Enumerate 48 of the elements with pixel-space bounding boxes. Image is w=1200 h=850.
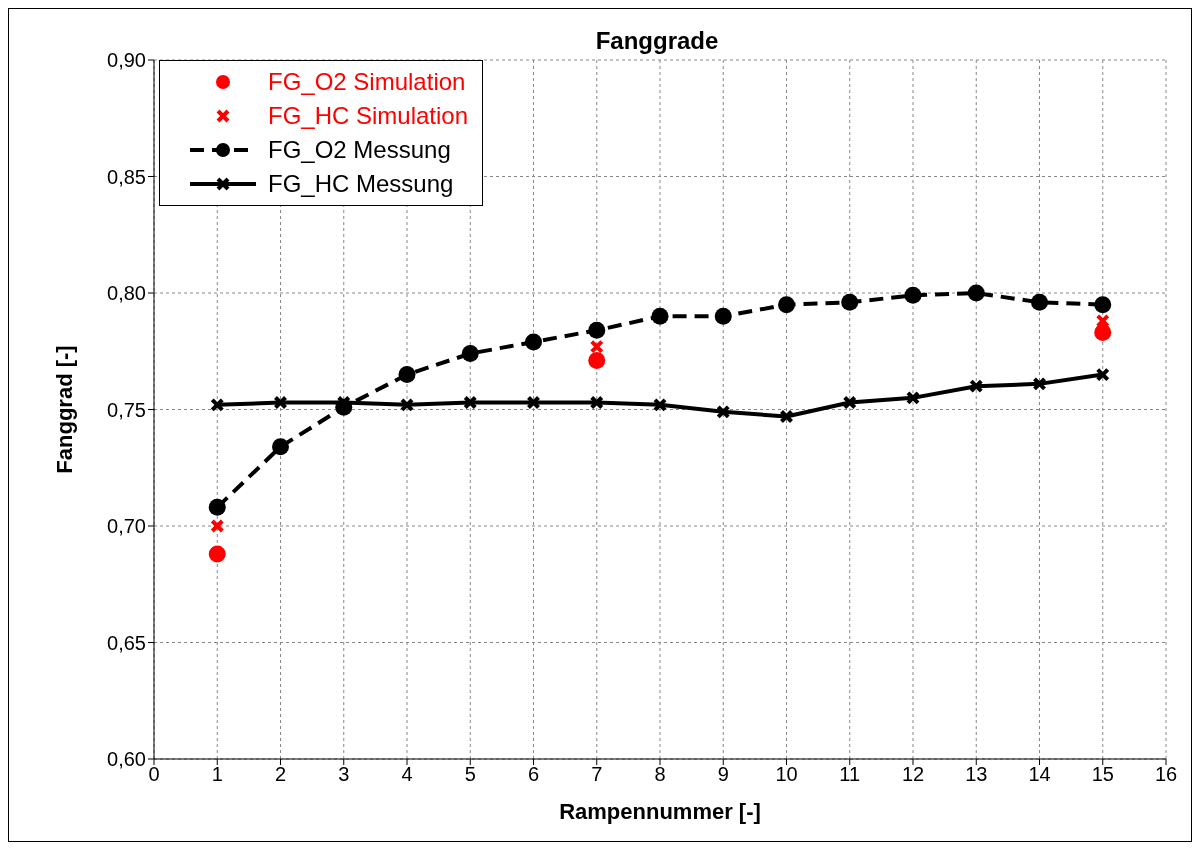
legend-label: FG_HC Messung: [268, 170, 454, 198]
legend-label: FG_O2 Simulation: [268, 68, 466, 96]
y-tick-label: 0,85: [107, 165, 146, 188]
x-tick-label: 6: [527, 763, 540, 786]
point: [778, 296, 795, 314]
point: [588, 321, 606, 339]
point: [1094, 296, 1112, 314]
x-tick-label: 15: [1091, 763, 1114, 786]
x-tick-label: 14: [1028, 763, 1051, 786]
x-tick-label: 13: [965, 763, 988, 786]
x-tick-label: 4: [401, 763, 413, 786]
x-axis-title: Rampennummer [-]: [559, 799, 761, 824]
y-tick-label: 0,90: [107, 49, 146, 72]
x-tick-label: 16: [1154, 763, 1178, 786]
x-tick-label: 9: [717, 763, 729, 786]
legend-label: FG_O2 Messung: [268, 136, 451, 164]
point: [651, 307, 669, 325]
x-tick-label: 10: [775, 763, 798, 786]
x-tick-label: 5: [464, 763, 476, 786]
x-tick-label: 8: [654, 763, 666, 786]
point: [841, 293, 859, 311]
y-tick-label: 0,80: [107, 282, 146, 305]
point: [588, 352, 606, 370]
x-tick-label: 7: [591, 763, 603, 786]
point: [208, 545, 226, 563]
point: [398, 366, 416, 384]
x-tick-label: 1: [211, 763, 223, 786]
y-tick-label: 0,75: [107, 398, 146, 421]
x-tick-label: 12: [901, 763, 925, 786]
x-tick-label: 11: [839, 763, 861, 786]
x-tick-label: 3: [338, 763, 350, 786]
point: [1031, 293, 1048, 311]
x-tick-label: 0: [148, 763, 160, 786]
point: [208, 498, 226, 516]
x-tick-label: 2: [274, 763, 287, 786]
point: [272, 438, 289, 456]
y-tick-label: 0,70: [107, 515, 146, 538]
y-tick-label: 0,60: [107, 748, 146, 771]
point: [461, 345, 479, 363]
point: [967, 284, 985, 302]
y-axis-title: Fanggrad [-]: [51, 345, 77, 474]
point: [904, 286, 922, 304]
chart-title: Fanggrade: [594, 27, 720, 55]
point: [525, 333, 542, 351]
legend-label: FG_HC Simulation: [268, 102, 469, 130]
point: [1094, 324, 1112, 342]
point: [714, 307, 732, 325]
y-tick-label: 0,65: [107, 631, 146, 654]
